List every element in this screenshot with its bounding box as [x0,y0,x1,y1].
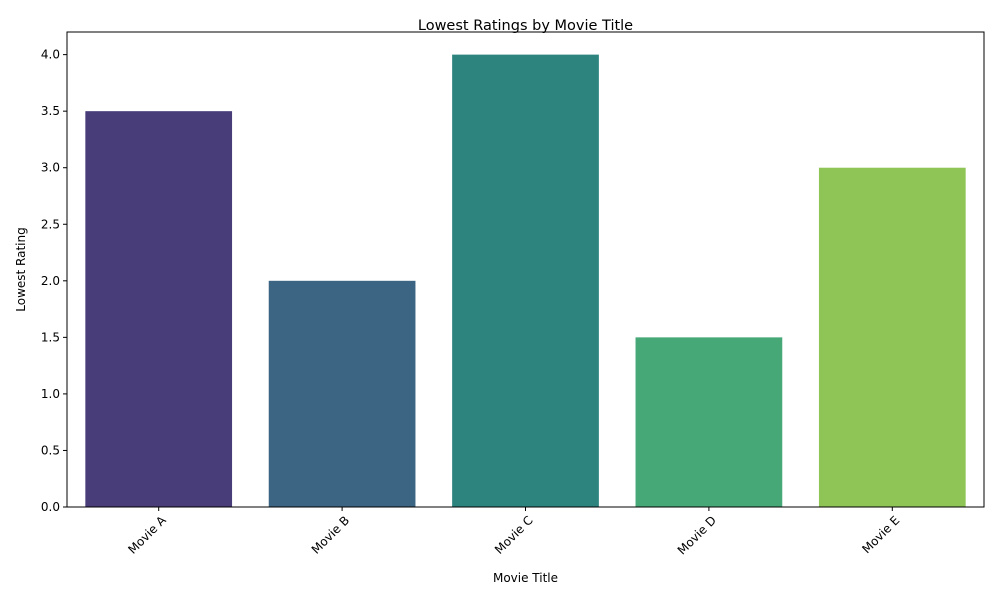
x-tick-label: Movie A [125,513,169,557]
y-tick-label: 0.5 [41,443,60,457]
y-tick-label: 4.0 [41,48,60,62]
x-axis-label: Movie Title [493,571,558,585]
y-axis-label: Lowest Rating [14,227,28,311]
y-tick-label: 1.0 [41,387,60,401]
y-axis-ticks: 0.0 0.5 1.0 1.5 2.0 2.5 3.0 3.5 4.0 [41,48,67,514]
x-tick-label: Movie C [492,513,536,557]
y-tick-label: 3.5 [41,104,60,118]
y-tick-label: 1.5 [41,330,60,344]
y-tick-label: 0.0 [41,500,60,514]
bars-layer [85,54,966,508]
bar-movie-a [85,111,233,508]
x-axis-ticks: Movie A Movie B Movie C Movie D Movie E [125,507,902,557]
y-tick-label: 3.0 [41,161,60,175]
x-tick-label: Movie E [859,513,902,556]
x-tick-label: Movie B [309,513,353,557]
bar-movie-c [452,54,599,508]
chart-title: Lowest Ratings by Movie Title [418,18,633,34]
x-tick-label: Movie D [675,513,719,557]
y-tick-label: 2.5 [41,217,60,231]
bar-movie-e [818,167,966,507]
bar-movie-b [268,280,416,507]
plot-frame [66,31,985,508]
bar-movie-d [635,337,783,507]
y-tick-label: 2.0 [41,274,60,288]
